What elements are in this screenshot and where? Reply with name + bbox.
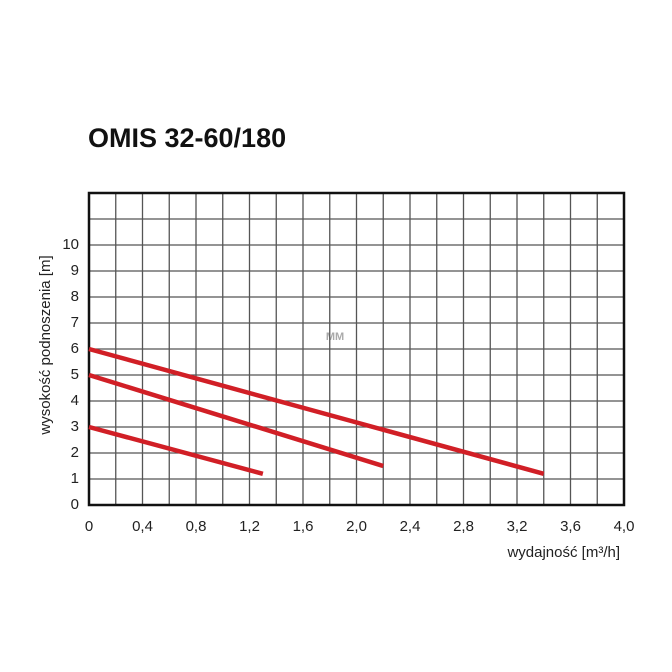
x-tick-label: 1,2 — [239, 518, 260, 535]
y-tick-label: 3 — [71, 418, 79, 435]
x-axis-label: wydajność [m³/h] — [506, 544, 620, 561]
curve — [88, 424, 264, 476]
x-tick-label: 1,6 — [293, 518, 314, 535]
y-tick-label: 9 — [71, 262, 79, 279]
y-axis-label: wysokość podnoszenia [m] — [37, 255, 54, 435]
x-tick-label: 2,8 — [453, 518, 474, 535]
x-tick-label: 2,0 — [346, 518, 367, 535]
y-tick-label: 8 — [71, 288, 79, 305]
curve — [88, 372, 384, 469]
x-tick-label: 3,6 — [560, 518, 581, 535]
x-tick-label: 2,4 — [400, 518, 421, 535]
x-tick-label: 4,0 — [614, 518, 635, 535]
y-tick-label: 2 — [71, 444, 79, 461]
x-tick-label: 3,2 — [507, 518, 528, 535]
chart-title: OMIS 32-60/180 — [88, 123, 286, 153]
x-tick-label: 0 — [85, 518, 93, 535]
y-tick-label: 0 — [71, 496, 79, 513]
y-tick-label: 4 — [71, 392, 79, 409]
y-tick-label: 6 — [71, 340, 79, 357]
y-tick-label: 10 — [62, 236, 79, 253]
y-tick-label: 7 — [71, 314, 79, 331]
x-tick-label: 0,4 — [132, 518, 153, 535]
y-tick-label: 5 — [71, 366, 79, 383]
y-tick-label: 1 — [71, 470, 79, 487]
x-tick-label: 0,8 — [186, 518, 207, 535]
curve — [88, 346, 545, 476]
watermark: MM — [326, 331, 344, 343]
